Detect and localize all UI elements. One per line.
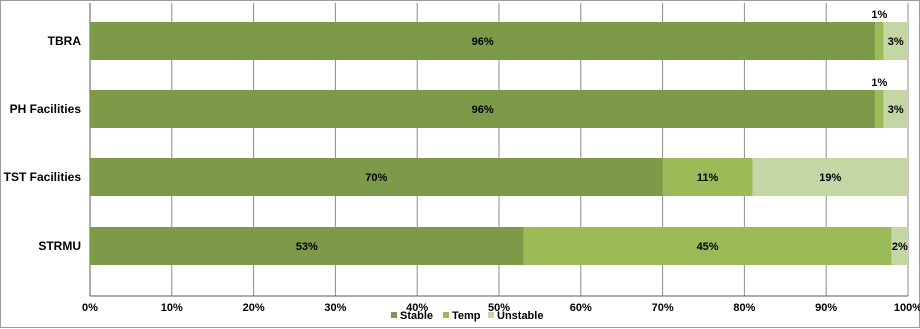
x-tick-label-80: 80% (733, 302, 755, 314)
x-tick-label-90: 90% (815, 302, 837, 314)
bar-strmu-unstable (891, 227, 908, 265)
legend-label-temp: Temp (452, 310, 481, 322)
bar-ph-facilities-unstable (883, 90, 908, 128)
data-label-ph-facilities-stable: 96% (472, 104, 494, 116)
x-tick-label-20: 20% (243, 302, 265, 314)
data-label-tst-facilities-stable: 70% (365, 172, 387, 184)
bar-tbra-temp (875, 22, 884, 60)
bar-tst-facilities-stable (90, 158, 663, 196)
x-tick-label-10: 10% (161, 302, 183, 314)
x-tick-label-40: 40% (406, 302, 428, 314)
x-tick-label-70: 70% (652, 302, 674, 314)
legend-swatch-stable (391, 312, 397, 318)
legend-label-unstable: Unstable (497, 310, 543, 322)
category-label-strmu: STRMU (38, 239, 81, 253)
category-label-tst-facilities: TST Facilities (4, 170, 82, 184)
category-label-ph-facilities: PH Facilities (10, 102, 82, 116)
legend-swatch-unstable (488, 312, 494, 318)
bar-tbra-stable (90, 22, 876, 60)
data-label-ph-facilities-unstable: 3% (888, 104, 904, 116)
bar-strmu-stable (90, 227, 524, 265)
bar-tbra-unstable (883, 22, 908, 60)
legend-swatch-temp (443, 312, 449, 318)
x-tick-label-50: 50% (488, 302, 510, 314)
data-label-tbra-unstable: 3% (888, 36, 904, 48)
x-tick-label-30: 30% (324, 302, 346, 314)
data-label-strmu-unstable: 2% (892, 241, 908, 253)
bar-tst-facilities-temp (662, 158, 753, 196)
legend-label-stable: Stable (400, 310, 433, 322)
bar-ph-facilities-temp (875, 90, 884, 128)
bar-ph-facilities-stable (90, 90, 876, 128)
x-tick-label-0: 0% (82, 302, 98, 314)
data-label-ph-facilities-temp: 1% (871, 77, 887, 89)
data-label-tst-facilities-unstable: 19% (819, 172, 841, 184)
category-label-tbra: TBRA (48, 34, 82, 48)
x-tick-label-60: 60% (570, 302, 592, 314)
data-label-strmu-temp: 45% (697, 241, 719, 253)
data-label-strmu-stable: 53% (296, 241, 318, 253)
bar-tst-facilities-unstable (752, 158, 908, 196)
bar-strmu-temp (523, 227, 892, 265)
x-tick-label-100: 100% (894, 302, 920, 314)
data-label-tst-facilities-temp: 11% (697, 172, 719, 184)
data-label-tbra-temp: 1% (871, 9, 887, 21)
data-label-tbra-stable: 96% (472, 36, 494, 48)
